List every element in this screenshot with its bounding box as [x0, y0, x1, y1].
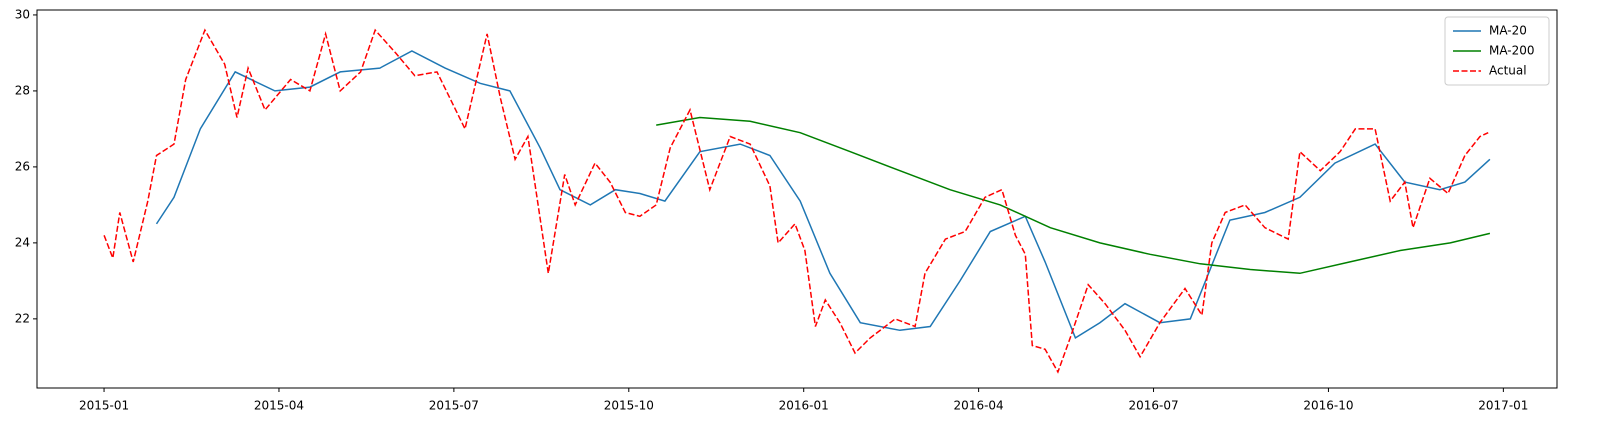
- x-tick-label: 2015-07: [429, 399, 479, 413]
- line-series: [103, 28, 1489, 374]
- x-tick-label: 2016-07: [1128, 399, 1178, 413]
- legend-label: MA-20: [1489, 24, 1527, 38]
- legend-box: [1444, 16, 1550, 86]
- y-tick-label: 26: [15, 159, 30, 173]
- x-tick-label: 2016-10: [1303, 399, 1353, 413]
- y-tick-label: 22: [15, 311, 30, 325]
- x-tick-label: 2015-10: [604, 399, 654, 413]
- legend-label: Actual: [1489, 64, 1527, 78]
- y-tick-label: 24: [15, 235, 30, 249]
- line-series: [155, 50, 1491, 340]
- x-tick-label: 2015-04: [254, 399, 304, 413]
- plot-frame: [36, 9, 1558, 389]
- line-series: [656, 116, 1491, 275]
- y-tick-label: 30: [15, 7, 30, 21]
- x-tick-label: 2016-04: [954, 399, 1004, 413]
- x-tick-label: 2016-01: [779, 399, 829, 413]
- x-tick-label: 2017-01: [1478, 399, 1528, 413]
- legend-label: MA-200: [1489, 44, 1535, 58]
- x-tick-label: 2015-01: [79, 399, 129, 413]
- y-tick-label: 28: [15, 83, 30, 97]
